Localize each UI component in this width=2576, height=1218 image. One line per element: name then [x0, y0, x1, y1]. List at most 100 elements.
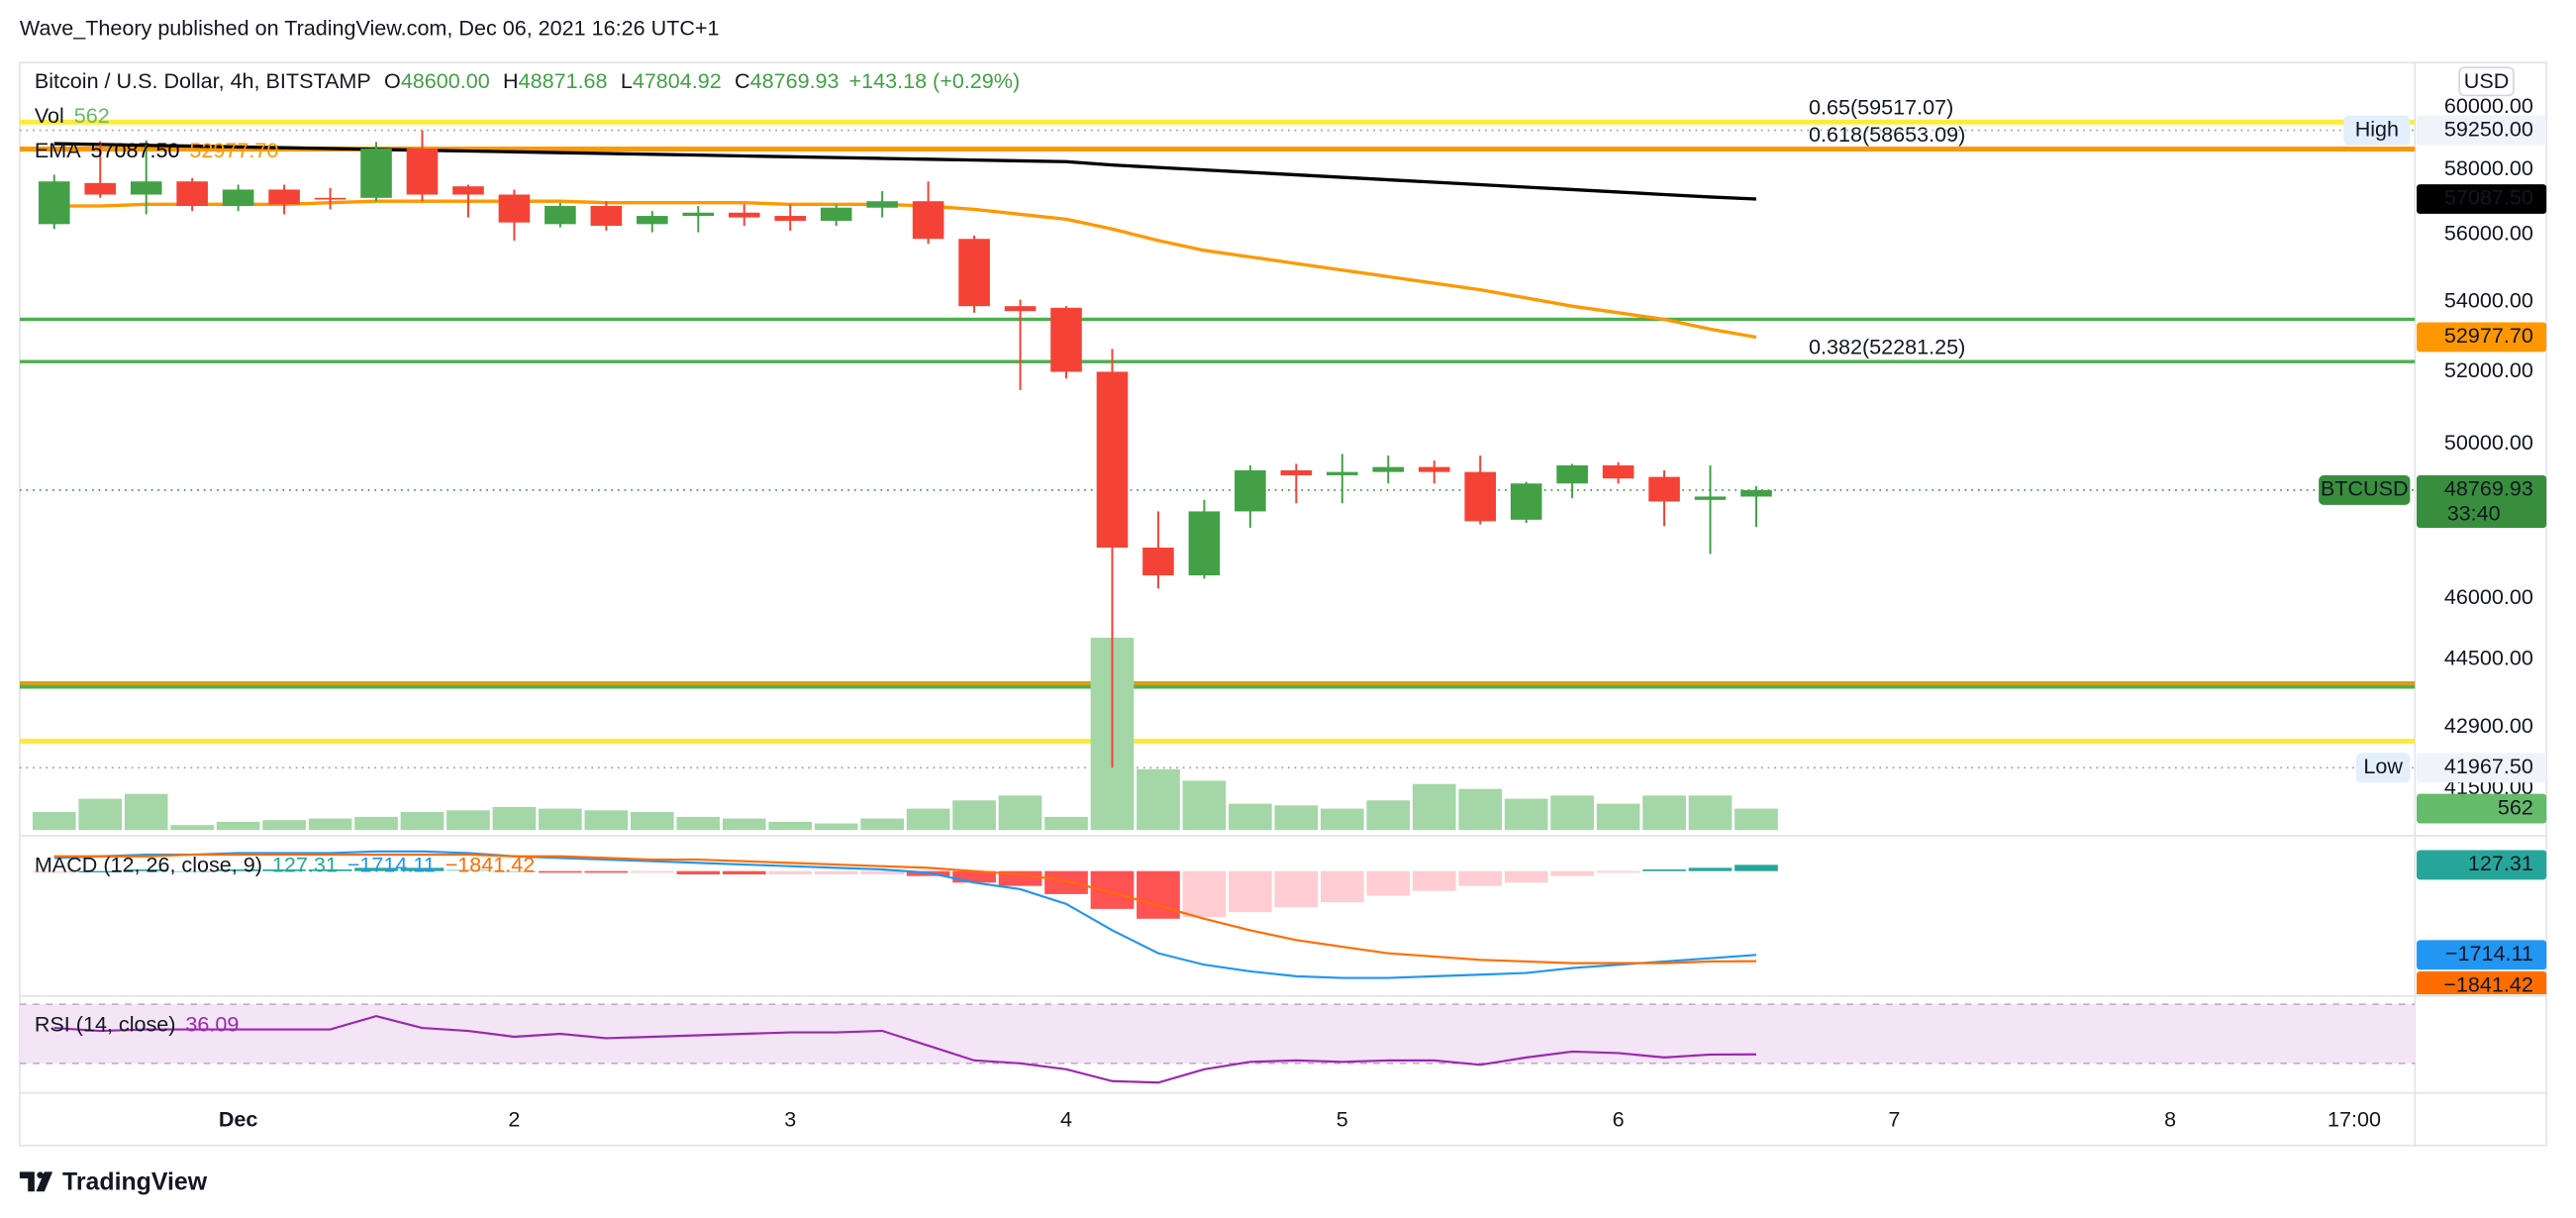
main-pane: 0.65(59517.07)0.618(58653.09) 0.382(52281…: [19, 95, 2416, 831]
macd-histogram-bar: [1182, 870, 1227, 918]
macd-histogram-bar: [400, 867, 445, 871]
candle-body: [912, 201, 944, 240]
rsi-pane: [19, 1003, 2416, 1084]
macd-histogram-bar: [952, 870, 996, 883]
volume-bar: [952, 800, 996, 831]
logo-dot: [37, 1171, 44, 1178]
candle-body: [268, 189, 300, 205]
volume-bar: [354, 816, 398, 831]
legend-item: MACD (12, 26, close, 9): [35, 852, 262, 876]
candle-body: [498, 194, 531, 223]
candle-body: [406, 149, 439, 195]
legend-item: 36.09: [185, 1011, 239, 1036]
candle-body: [866, 201, 898, 208]
volume-bar: [1229, 803, 1272, 831]
macd-histogram-bar: [1320, 870, 1364, 903]
legend-item: −1714.11: [347, 852, 436, 876]
macd-histogram-bar: [78, 870, 123, 873]
candle-body: [222, 189, 254, 207]
candle-body: [682, 212, 715, 217]
legend-line: Vol 562: [35, 103, 110, 128]
price-chip: [2343, 115, 2411, 146]
macd-histogram-bar: [584, 870, 629, 873]
price-tag-label: 562: [2498, 794, 2533, 819]
volume-bar: [814, 823, 858, 831]
legend-item: +143.18 (+0.29%): [849, 68, 1021, 93]
macd-histogram-bar: [768, 870, 813, 874]
price-chip-label: Low: [2363, 754, 2403, 778]
price-tag-label: 127.31: [2468, 851, 2533, 875]
candle-body: [1050, 307, 1082, 372]
macd-histogram-bar: [722, 870, 766, 875]
candle-body: [637, 216, 668, 225]
candle-body: [545, 206, 576, 225]
y-tick-label: 54000.00: [2444, 287, 2533, 312]
candle-body: [1004, 306, 1037, 312]
price-tag-label: 48769.93: [2444, 476, 2533, 501]
volume-bar: [124, 793, 168, 831]
chart-border: [19, 61, 2547, 1147]
candle-body: [1096, 371, 1129, 549]
volume-bar: [216, 821, 260, 831]
macd-line: [53, 850, 1757, 979]
frame: [19, 61, 2547, 1147]
volume-bar: [78, 798, 123, 831]
volume-bar: [446, 810, 490, 831]
candle-body: [452, 186, 484, 195]
publisher-line: Wave_Theory published on TradingView.com…: [20, 16, 720, 41]
legend-item: −1841.42: [446, 852, 536, 876]
footer-brand: TradingView: [62, 1168, 208, 1196]
macd-histogram-bar: [32, 870, 76, 873]
legend-item: 52977.70: [189, 138, 278, 162]
macd-histogram-bar: [354, 867, 398, 871]
candle-body: [1280, 469, 1313, 475]
candle-body: [774, 216, 807, 221]
legend-item: C: [735, 68, 750, 93]
candle-body: [1142, 548, 1174, 576]
candle-body: [176, 181, 208, 207]
macd-histogram-bar: [1044, 870, 1088, 894]
candle-body: [1740, 489, 1772, 497]
legend-item: 562: [74, 103, 110, 128]
logo-slash: [36, 1171, 53, 1192]
volume-bar: [1596, 803, 1640, 831]
legend-line: RSI (14, close) 36.09: [35, 1011, 240, 1036]
candle-body: [314, 197, 347, 200]
volume-bar: [539, 808, 582, 831]
macd-histogram-bar: [308, 869, 352, 871]
legend-item: RSI (14, close): [35, 1011, 176, 1036]
legend-item: EMA: [35, 138, 81, 162]
logo-mark: [19, 1171, 35, 1192]
macd-histogram-bar: [170, 870, 214, 873]
volume-bar: [722, 818, 766, 831]
macd-pane: [32, 850, 1778, 979]
candle-body: [1464, 471, 1496, 522]
price-tag-box: [2417, 475, 2547, 529]
candle-body: [1372, 466, 1405, 472]
currency-label: USD: [2464, 68, 2510, 93]
legend-item: 48769.93: [750, 68, 840, 93]
volume-bar: [676, 816, 721, 831]
level-label: 0.382(52281.25): [1809, 335, 1965, 359]
volume-bar: [1688, 795, 1733, 831]
macd-histogram-bar: [998, 870, 1042, 886]
macd-histogram-bar: [216, 869, 260, 871]
candle-body: [84, 182, 117, 195]
legend-item: O: [384, 68, 401, 93]
candle-body: [958, 239, 990, 307]
legends: Bitcoin / U.S. Dollar, 4h, BITSTAMP O4860…: [35, 68, 1020, 1037]
price-axis: USD41500.0042900.0044500.0046000.0050000…: [219, 66, 2533, 1132]
macd-histogram-bar: [1137, 870, 1180, 919]
candle-body: [1235, 469, 1266, 512]
candle-body: [1326, 471, 1358, 475]
price-tag-box: [2417, 115, 2547, 146]
macd-histogram-bar: [539, 870, 582, 873]
macd-histogram-bar: [860, 870, 904, 874]
volume-bar: [1550, 795, 1594, 831]
volume-bar: [1734, 808, 1778, 831]
price-tag-box: [2417, 753, 2547, 783]
legend-line: EMA 57087.50 52977.70: [35, 138, 279, 162]
candle-body: [1648, 476, 1680, 502]
